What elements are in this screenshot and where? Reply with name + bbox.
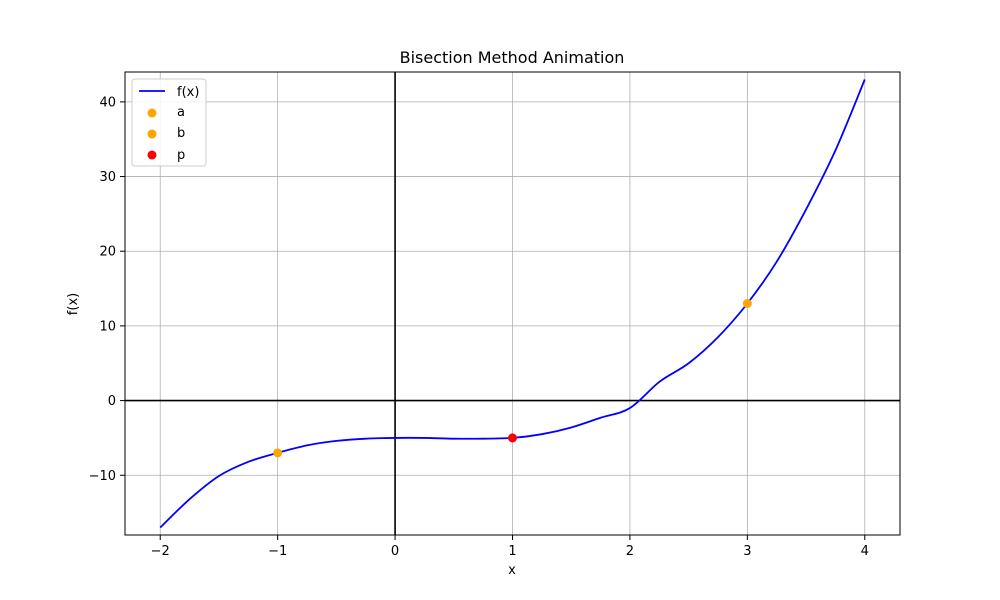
legend-label-b: b <box>177 126 185 141</box>
legend-box <box>131 78 207 167</box>
legend-label-p: p <box>177 148 185 163</box>
y-tick-label-1: 0 <box>108 394 116 409</box>
point-p <box>508 433 517 443</box>
point-a <box>273 448 283 458</box>
x-tick-label-2: 0 <box>391 544 399 559</box>
legend-swatch-b <box>147 129 157 139</box>
legend-label-a: a <box>177 105 185 120</box>
y-tick-label-4: 30 <box>99 170 116 185</box>
y-tick-label-5: 40 <box>99 95 116 110</box>
x-tick-label-6: 4 <box>861 544 869 559</box>
legend: f(x) a b p <box>131 78 207 167</box>
y-axis-label: f(x) <box>66 293 81 315</box>
x-tick-label-0: −2 <box>151 544 170 559</box>
point-b <box>742 299 752 308</box>
x-tick-label-1: −1 <box>268 544 287 559</box>
x-axis-label: x <box>508 563 516 578</box>
x-tick-label-4: 2 <box>626 544 634 559</box>
reference-lines <box>125 72 900 535</box>
y-tick-label-3: 20 <box>99 245 116 260</box>
legend-label-curve: f(x) <box>177 85 199 100</box>
y-tick-label-2: 10 <box>99 319 116 334</box>
y-axis-ticks: −10 0 10 20 30 40 <box>89 95 125 484</box>
x-axis-ticks: −2 −1 0 1 2 3 4 <box>151 535 869 559</box>
x-tick-label-5: 3 <box>743 544 751 559</box>
y-tick-label-0: −10 <box>89 469 116 484</box>
legend-swatch-p <box>147 150 157 160</box>
points-layer <box>273 299 752 458</box>
legend-swatch-a <box>147 108 157 118</box>
chart-title: Bisection Method Animation <box>400 48 625 67</box>
x-tick-label-3: 1 <box>508 544 516 559</box>
